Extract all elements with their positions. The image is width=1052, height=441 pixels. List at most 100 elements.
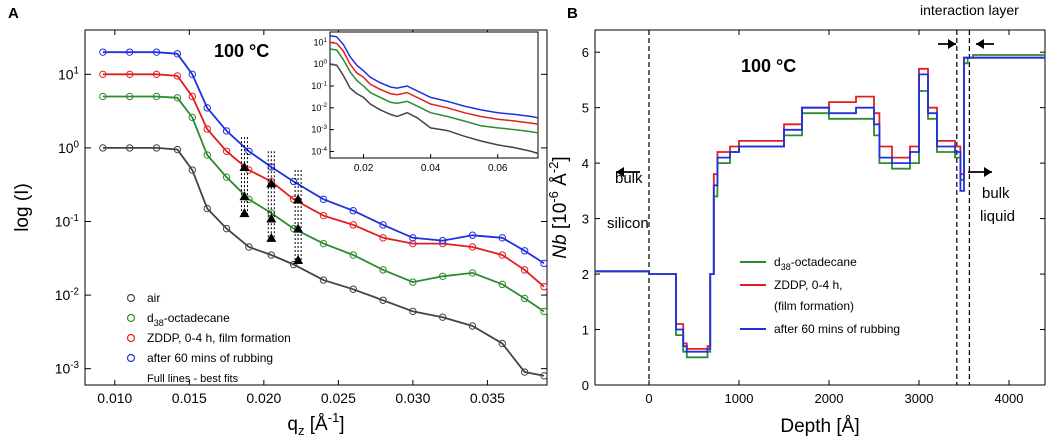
y-tick-label-b: 1	[582, 323, 589, 338]
fringe-marker	[239, 208, 250, 218]
data-point-zddp	[222, 147, 231, 155]
y-tick-label-a: 101	[58, 66, 79, 83]
data-point-rubbed	[349, 207, 357, 215]
data-point-d38	[409, 278, 417, 286]
data-point-d38	[438, 272, 447, 280]
data-point-zddp	[498, 251, 506, 259]
data-point-air	[173, 145, 182, 154]
data-point-rubbed	[468, 231, 477, 239]
fringe-marker	[266, 213, 277, 223]
data-point-air	[289, 260, 298, 269]
legend-label-b-zddp: ZDDP, 0-4 h,	[774, 278, 842, 292]
interaction-layer-label: interaction layer	[920, 2, 1019, 18]
data-point-zddp	[173, 72, 182, 80]
data-point-air	[349, 285, 357, 293]
y-tick-label-a: 10-1	[55, 213, 79, 230]
fringe-marker	[239, 191, 250, 201]
plot-area-b	[594, 29, 1046, 386]
inset-y-tick-label: 10-1	[311, 80, 327, 91]
bulk-silicon-label-line2: silicon	[607, 215, 649, 232]
legend-marker-d38	[126, 313, 136, 323]
legend-label-air: air	[147, 291, 160, 305]
data-point-zddp	[319, 211, 328, 220]
data-point-air	[245, 243, 253, 251]
data-point-rubbed	[188, 70, 197, 79]
data-point-zddp	[520, 266, 529, 274]
data-point-air	[152, 144, 161, 152]
legend-label-d38: d38-octadecane	[147, 311, 230, 328]
y-tick-label-b: 6	[582, 45, 589, 60]
data-point-rubbed	[409, 234, 417, 242]
legend-label-rubbed: after 60 mins of rubbing	[147, 351, 273, 365]
data-point-d38	[520, 294, 529, 303]
data-point-d38	[173, 94, 182, 102]
data-point-d38	[188, 113, 197, 122]
x-tick-label-a: 0.025	[321, 390, 356, 406]
data-point-rubbed	[126, 48, 134, 56]
inset-y-tick-label: 101	[313, 37, 327, 48]
data-point-zddp	[152, 70, 161, 79]
y-tick-label-b: 2	[582, 267, 589, 282]
data-point-zddp	[203, 125, 211, 133]
data-point-d38	[99, 92, 107, 101]
data-point-d38	[349, 251, 357, 259]
data-point-air	[267, 251, 275, 259]
data-point-air	[222, 224, 231, 233]
fit-line-zddp	[102, 73, 545, 288]
data-point-d38	[222, 173, 231, 181]
data-point-rubbed	[203, 104, 211, 112]
inset-y-tick-label: 10-2	[311, 102, 327, 113]
data-point-rubbed	[99, 48, 107, 56]
x-tick-label-a: 0.015	[172, 390, 207, 406]
legend-label-b-zddp-line2: (film formation)	[774, 299, 854, 313]
data-point-air	[438, 313, 447, 321]
y-axis-title-b: Nb [10-6 Å-2]	[546, 156, 571, 258]
x-tick-label-a: 0.035	[470, 390, 505, 406]
data-point-zddp	[468, 243, 477, 251]
data-point-rubbed	[438, 236, 447, 245]
fringe-marker	[266, 178, 277, 188]
x-tick-label-b: 1000	[725, 391, 754, 406]
data-point-air	[520, 368, 529, 376]
x-tick-label-a: 0.010	[97, 390, 132, 406]
legend-label-zddp: ZDDP, 0-4 h, film formation	[147, 331, 291, 345]
legend-label-b-d38: d38-octadecane	[774, 255, 857, 272]
interaction-layer-arrow-right-head	[976, 39, 984, 49]
fringe-marker	[266, 232, 277, 242]
data-point-rubbed	[289, 177, 298, 186]
fit-line-air	[102, 147, 545, 377]
data-point-d38	[379, 266, 387, 274]
fringe-marker	[293, 223, 304, 233]
y-tick-label-b: 4	[582, 156, 589, 171]
data-point-air	[203, 204, 211, 213]
data-point-rubbed	[520, 247, 529, 255]
x-tick-label-a: 0.030	[395, 390, 430, 406]
data-point-air	[409, 307, 417, 316]
data-point-rubbed	[173, 50, 182, 58]
bulk-silicon-label-line1: bulk	[615, 170, 643, 187]
data-point-zddp	[188, 92, 197, 101]
data-point-rubbed	[222, 127, 231, 135]
legend-marker-rubbed	[126, 353, 136, 363]
y-tick-label-a: 100	[58, 139, 80, 156]
inset-line-d38	[329, 48, 539, 134]
inset-y-tick-label: 10-4	[311, 146, 327, 157]
data-point-air	[498, 339, 506, 348]
plot-area-a	[84, 29, 548, 386]
data-point-d38	[126, 92, 134, 101]
data-point-air	[99, 144, 107, 152]
data-point-rubbed	[152, 48, 161, 56]
inset-line-rubbed	[329, 35, 539, 119]
bulk-liquid-arrow-head	[984, 167, 992, 177]
fringe-marker	[293, 254, 304, 264]
data-point-air	[319, 276, 328, 284]
data-point-d38	[203, 151, 211, 159]
fringe-marker	[239, 162, 250, 172]
legend-marker-zddp	[126, 333, 136, 343]
data-point-rubbed	[498, 234, 506, 242]
data-point-rubbed	[540, 259, 548, 268]
interaction-layer-arrow-left-head	[948, 39, 956, 49]
inset-y-tick-label: 100	[313, 59, 327, 70]
inset-x-tick-label: 0.02	[354, 163, 374, 174]
data-point-air	[468, 322, 477, 330]
